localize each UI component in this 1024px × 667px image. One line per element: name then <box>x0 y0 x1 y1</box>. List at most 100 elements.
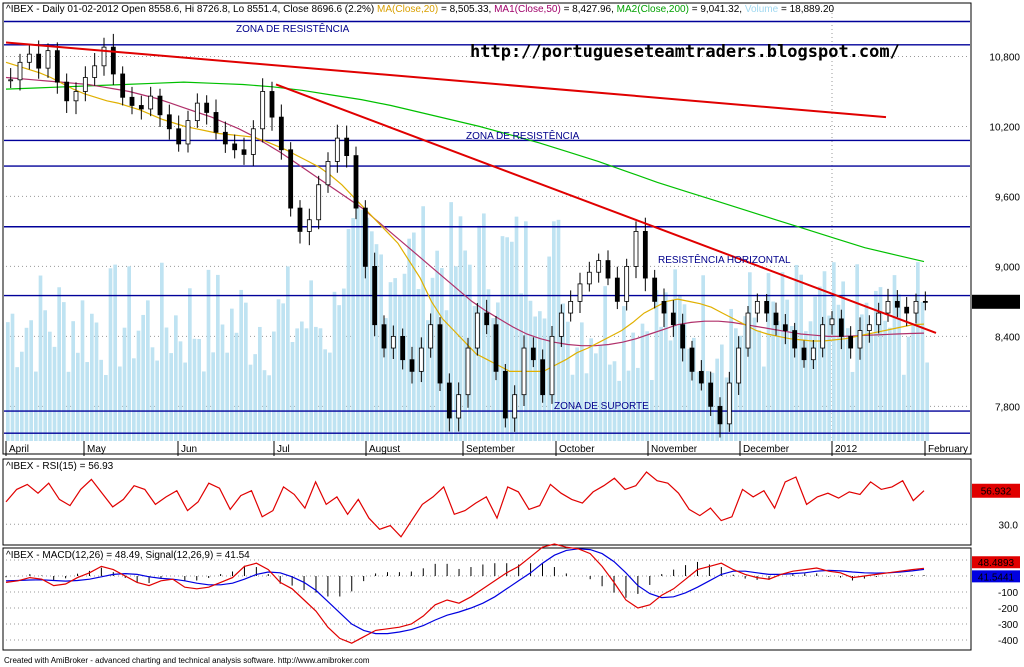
ma20-line <box>5 61 925 372</box>
candle-body <box>437 324 443 384</box>
volume-bar <box>776 321 780 441</box>
header-symbol: ^IBEX <box>6 4 34 15</box>
candle-body <box>530 347 536 361</box>
volume-bar <box>276 299 281 441</box>
candle-body <box>166 114 172 130</box>
volume-bar <box>888 327 892 441</box>
candle-body <box>269 91 275 118</box>
volume-bar <box>822 271 827 441</box>
volume-bar <box>52 346 57 441</box>
volume-bar <box>612 361 617 441</box>
candle-body <box>232 143 238 151</box>
volume-bar <box>15 367 19 441</box>
volume-bar <box>370 231 374 441</box>
volume-bar <box>724 377 729 441</box>
macd-panel: ^IBEX - MACD(12,26) = 48.49, Signal(12,2… <box>5 543 1020 647</box>
volume-bar <box>762 366 766 441</box>
volume-bar <box>860 314 864 441</box>
candle-body <box>129 96 135 106</box>
candle-body <box>474 312 480 349</box>
volume-bar <box>687 348 691 441</box>
volume-bar <box>365 217 369 441</box>
candle-body <box>64 81 70 102</box>
zona-resistencia-mid-label: ZONA DE RESISTÊNCIA <box>466 129 580 142</box>
candle-body <box>792 330 798 349</box>
volume-bar <box>416 288 421 441</box>
volume-bar <box>892 275 897 441</box>
header-ma-value: = 8,505.33, <box>441 4 491 15</box>
rsi-last-label: 56.932 <box>981 487 1012 498</box>
volume-bar <box>482 213 486 441</box>
x-tick-label: May <box>87 444 106 455</box>
candle-body <box>325 161 331 186</box>
volume-bar <box>752 317 757 441</box>
volume-bar <box>300 321 304 441</box>
volume-bar <box>547 256 551 441</box>
candle-body <box>241 149 247 155</box>
candle-body <box>185 120 191 145</box>
candle-body <box>894 300 900 308</box>
candle-body <box>297 207 303 232</box>
candle-body <box>456 394 462 419</box>
volume-bar <box>780 272 785 441</box>
candle-body <box>502 370 508 419</box>
candle-body <box>362 207 368 267</box>
volume-bar <box>668 340 673 441</box>
candle-body <box>577 283 583 302</box>
candle-body <box>689 347 695 372</box>
candle-body <box>661 300 667 314</box>
volume-bar <box>150 347 155 441</box>
volume-bar <box>603 286 607 441</box>
volume-bar <box>486 289 491 441</box>
volume-bar <box>757 330 761 441</box>
volume-bar <box>533 316 537 441</box>
volume-bar <box>230 308 234 441</box>
volume-bar <box>76 352 80 441</box>
candle-body <box>26 53 32 63</box>
header-summary: - Daily 01-02-2012 Open 8558.6, Hi 8726.… <box>36 4 374 15</box>
volume-bar <box>715 358 719 441</box>
volume-bar <box>211 352 215 441</box>
volume-bar <box>827 315 831 441</box>
volume-bar <box>220 324 225 441</box>
candle-body <box>204 102 210 113</box>
volume-bar <box>160 262 164 441</box>
volume-bar <box>10 313 15 441</box>
header-ma: MA(Close,20) <box>377 4 438 15</box>
volume-bar <box>696 371 701 441</box>
candle-body <box>353 155 359 209</box>
volume-bar <box>356 204 360 441</box>
candle-body <box>820 324 826 349</box>
volume-bar <box>580 322 584 441</box>
volume-bar <box>524 221 528 441</box>
volume-bar <box>430 277 435 441</box>
x-tick-label: Jul <box>277 444 290 455</box>
volume-bar <box>206 269 211 441</box>
volume-bar <box>626 370 631 441</box>
candle-body <box>148 95 154 110</box>
volume-bar <box>379 254 383 441</box>
volume-bar <box>594 353 598 441</box>
candle-body <box>493 324 499 372</box>
volume-bar <box>519 293 523 441</box>
volume-bar <box>561 303 565 441</box>
volume-bar <box>808 321 813 441</box>
macd-last-label: 48.4893 <box>978 558 1015 569</box>
macd-tick-label: -400 <box>998 636 1018 647</box>
volume-bar <box>454 266 458 441</box>
volume-bar <box>267 375 271 441</box>
candle-body <box>838 318 844 337</box>
macd-signal-line <box>5 548 925 635</box>
volume-bar <box>510 241 514 441</box>
y-tick-label: 10,200 <box>989 122 1020 133</box>
candle-body <box>260 91 266 130</box>
trendline-long <box>5 41 887 119</box>
candle-body <box>829 318 835 326</box>
candle-body <box>866 324 872 331</box>
candle-body <box>736 347 742 384</box>
volume-bar <box>608 364 612 441</box>
volume-bar <box>701 275 705 441</box>
volume-bar <box>407 238 411 441</box>
candle-body <box>754 300 760 314</box>
volume-bar <box>178 341 183 441</box>
